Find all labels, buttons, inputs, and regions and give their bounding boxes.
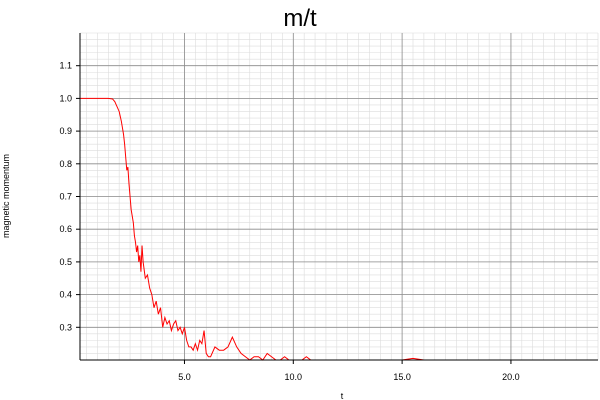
x-tick-label: 5.0 (178, 372, 191, 382)
y-tick-label: 0.9 (59, 126, 72, 136)
y-tick-label: 1.1 (59, 61, 72, 71)
y-tick-label: 0.8 (59, 159, 72, 169)
y-tick-label: 0.7 (59, 192, 72, 202)
x-tick-label: 15.0 (393, 372, 411, 382)
axes (76, 33, 598, 364)
y-tick-label: 0.3 (59, 322, 72, 332)
chart-title: m/t (283, 5, 317, 32)
major-grid (80, 33, 598, 360)
y-tick-label: 1.0 (59, 93, 72, 103)
y-tick-label: 0.5 (59, 257, 72, 267)
tick-labels: 5.0 10.0 15.0 20.0 0.3 0.4 0.5 0.6 0.7 0.8 0.9 1.0 1… (59, 61, 519, 382)
x-tick-label: 10.0 (285, 372, 303, 382)
x-tick-label: 20.0 (502, 372, 520, 382)
x-axis-label: t (341, 391, 344, 400)
y-tick-label: 0.6 (59, 224, 72, 234)
y-tick-label: 0.4 (59, 290, 72, 300)
y-axis-label: magnetic momentum (1, 154, 11, 238)
